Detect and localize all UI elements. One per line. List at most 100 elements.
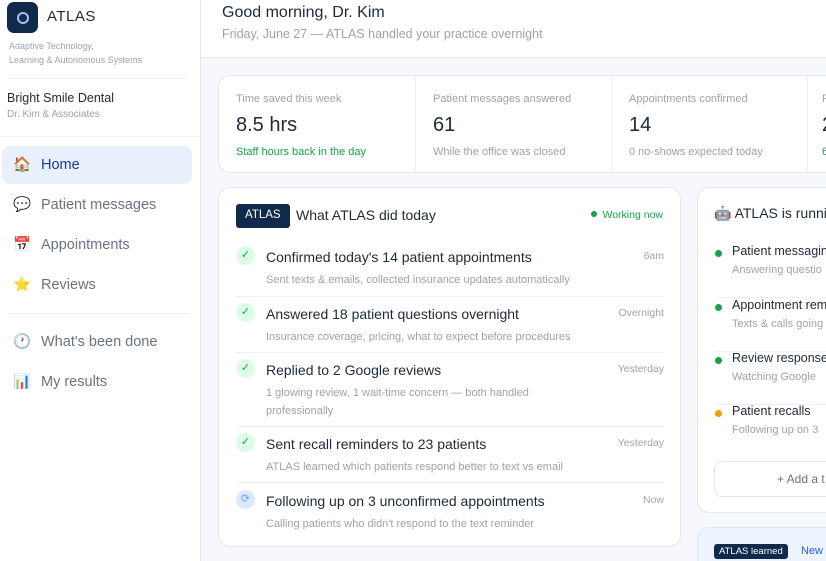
item-time: 6am <box>643 250 664 262</box>
item-time: Yesterday <box>617 363 664 375</box>
logo <box>7 2 38 33</box>
nav-item[interactable]: 💬 Patient messages <box>2 186 192 224</box>
nav-icon: 📊 <box>13 374 32 390</box>
status-text: Working now <box>602 209 664 221</box>
stat-value: 61 <box>433 114 456 136</box>
item-detail: ATLAS learned which patients respond bet… <box>266 461 563 473</box>
greeting: Good morning, Dr. Kim <box>222 4 385 21</box>
item-detail: Sent texts & emails, collected insurance… <box>266 274 570 286</box>
main: Good morning, Dr. Kim Friday, June 27 — … <box>201 0 826 561</box>
stat-label: Time saved this week <box>236 93 342 105</box>
card-title-text: ATLAS is runni <box>734 205 826 221</box>
item-detail: Calling patients who didn't respond to t… <box>266 518 535 530</box>
item-title: Answered 18 patient questions overnight <box>266 306 519 322</box>
stats-card: Time saved this week 8.5 hrs Staff hours b… <box>218 75 826 173</box>
check-icon: ✓ <box>236 359 255 378</box>
check-icon: ✓ <box>236 433 255 452</box>
nav-label: Reviews <box>41 277 96 293</box>
stat-note: 6 <box>822 146 826 158</box>
nav-icon: 💬 <box>13 197 32 213</box>
nav-item[interactable]: ⭐ Reviews <box>2 266 192 304</box>
nav-item[interactable]: 🕐 What's been done <box>2 323 192 361</box>
item-title: Confirmed today's 14 patient appointment… <box>266 249 532 265</box>
status-dot <box>715 304 722 311</box>
nav-item[interactable]: 📊 My results <box>2 363 192 401</box>
stat-label: R <box>822 93 826 105</box>
stat-note: Staff hours back in the day <box>236 146 367 158</box>
card-title: 🤖 ATLAS is runni <box>714 205 826 222</box>
sidebar: ATLAS Adaptive Technology, Learning & Au… <box>0 0 201 561</box>
tagline: Learning & Autonomous Systems <box>9 55 143 65</box>
activity-item: ✓ Answered 18 patient questions overnight… <box>236 303 664 353</box>
task-name: Patient recalls <box>732 404 811 418</box>
activity-item: ✓ Replied to 2 Google reviews 1 glowing re… <box>236 359 664 427</box>
nav-item[interactable]: 📅 Appointments <box>2 226 192 264</box>
divider <box>0 136 200 137</box>
activity-card: ATLAS What ATLAS did today Working now ✓… <box>218 187 681 547</box>
stat: R 2 6 <box>807 76 826 172</box>
stat-value: 8.5 hrs <box>236 114 298 136</box>
nav-icon: 📅 <box>13 237 32 253</box>
card-icon: 🤖 <box>714 205 732 221</box>
task-detail: Answering questio <box>732 264 822 276</box>
practice-owner: Dr. Kim & Associates <box>7 109 100 120</box>
stat-label: Appointments confirmed <box>629 93 748 105</box>
add-task-button[interactable]: + Add a t <box>714 461 826 497</box>
learned-text: New p <box>801 545 826 557</box>
pending-icon: ⟳ <box>236 490 255 509</box>
item-time: Yesterday <box>617 437 664 449</box>
header <box>201 0 826 58</box>
status-dot <box>715 357 722 364</box>
nav-label: My results <box>41 374 108 390</box>
card-title: What ATLAS did today <box>296 207 436 223</box>
activity-item: ✓ Sent recall reminders to 23 patients ATL… <box>236 433 664 483</box>
item-detail: Insurance coverage, pricing, what to exp… <box>266 331 571 343</box>
divider <box>8 313 190 314</box>
task-name: Appointment rem <box>732 298 826 312</box>
divider <box>8 78 186 79</box>
task: Review response Watching Google <box>715 351 826 405</box>
item-title: Following up on 3 unconfirmed appointmen… <box>266 493 545 509</box>
stat: Patient messages answered 61 While the off… <box>415 76 611 172</box>
stat-value: 2 <box>822 114 826 137</box>
nav-label: Patient messages <box>41 197 157 213</box>
practice-name: Bright Smile Dental <box>7 91 114 105</box>
tagline: Adaptive Technology, <box>9 41 94 51</box>
check-icon: ✓ <box>236 246 255 265</box>
task: Patient recalls Following up on 3 <box>715 404 826 458</box>
badge: ATLAS learned <box>714 544 788 559</box>
task-detail: Watching Google <box>732 371 816 383</box>
activity-item: ✓ Confirmed today's 14 patient appointmen… <box>236 246 664 297</box>
stat-label: Patient messages answered <box>433 93 572 105</box>
badge: ATLAS <box>236 204 290 228</box>
nav-label: Home <box>41 157 80 173</box>
task: Appointment rem Texts & calls going <box>715 298 826 352</box>
check-icon: ✓ <box>236 303 255 322</box>
stat-note: 0 no-shows expected today <box>629 146 763 158</box>
item-title: Replied to 2 Google reviews <box>266 362 442 378</box>
item-time: Now <box>642 494 664 506</box>
status-dot <box>715 410 722 417</box>
nav-item[interactable]: 🏠 Home <box>2 146 192 184</box>
nav-label: Appointments <box>41 237 130 253</box>
item-detail: 1 glowing review, 1 wait-time concern — … <box>266 387 529 417</box>
activity-item: ⟳ Following up on 3 unconfirmed appointme… <box>236 490 664 540</box>
nav-icon: 🕐 <box>13 334 32 350</box>
task: Patient messagin Answering questio <box>715 244 826 298</box>
subtitle: Friday, June 27 — ATLAS handled your pra… <box>222 27 543 41</box>
task-detail: Texts & calls going <box>732 318 824 330</box>
running-card: 🤖 ATLAS is runni Patient messagin Answeri… <box>697 187 826 513</box>
stat-note: While the office was closed <box>433 146 566 158</box>
task-name: Review response <box>732 351 826 365</box>
item-time: Overnight <box>618 307 664 319</box>
stat-value: 14 <box>629 114 652 136</box>
learned-card: ATLAS learned New p <box>697 527 826 561</box>
nav-icon: 🏠 <box>13 157 32 173</box>
brand: ATLAS <box>47 8 96 25</box>
stat: Appointments confirmed 14 0 no-shows expec… <box>611 76 807 172</box>
nav-icon: ⭐ <box>13 277 32 293</box>
status-dot <box>715 250 722 257</box>
nav-label: What's been done <box>41 334 158 350</box>
task-detail: Following up on 3 <box>732 424 819 436</box>
